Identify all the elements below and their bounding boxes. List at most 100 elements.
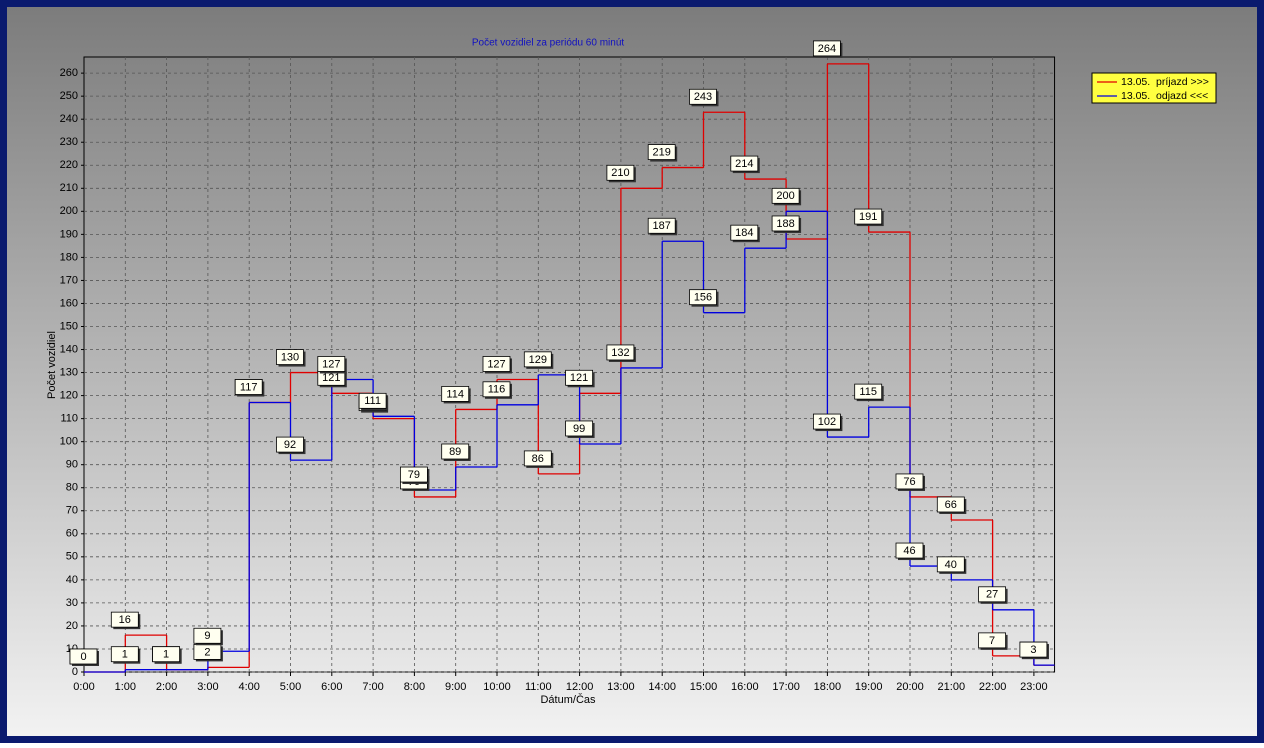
value-label: 76 [903, 476, 915, 488]
y-tick-label: 80 [66, 482, 78, 494]
x-tick-label: 1:00 [115, 681, 136, 693]
value-label: 111 [364, 395, 381, 407]
value-label: 188 [776, 218, 794, 230]
value-label: 132 [611, 347, 629, 359]
value-label: 79 [408, 469, 420, 481]
value-label: 3 [1030, 644, 1036, 656]
value-label-box [606, 344, 635, 361]
x-tick-label: 19:00 [855, 681, 883, 693]
x-axis-label: Dátum/Čas [540, 693, 596, 706]
value-label: 127 [322, 358, 340, 370]
window-body [7, 7, 1257, 736]
value-label-box [647, 217, 676, 234]
x-tick-label: 21:00 [938, 681, 966, 693]
y-tick-label: 250 [60, 90, 78, 102]
value-label-box [482, 356, 511, 372]
value-label: 40 [945, 559, 957, 571]
value-label-box [730, 155, 759, 172]
value-label: 187 [653, 220, 671, 232]
y-tick-label: 160 [60, 297, 78, 309]
value-label-box [813, 413, 841, 430]
y-tick-label: 210 [60, 182, 78, 194]
value-label-box [276, 436, 304, 453]
value-label-box [565, 420, 593, 437]
value-label: 210 [611, 167, 629, 179]
value-label-box [936, 556, 965, 573]
y-tick-label: 240 [60, 113, 78, 125]
legend [1091, 72, 1217, 104]
value-label: 243 [694, 91, 712, 103]
value-label: 130 [281, 351, 299, 363]
y-tick-label: 100 [60, 436, 78, 448]
value-label: 86 [532, 453, 544, 465]
y-tick-label: 180 [60, 251, 78, 263]
y-tick-label: 120 [60, 390, 78, 402]
value-label: 0 [80, 651, 86, 663]
value-label-box [895, 473, 924, 490]
value-label: 92 [284, 439, 296, 451]
y-tick-label: 60 [66, 528, 78, 540]
value-label: 121 [322, 372, 340, 384]
value-label-box [317, 356, 346, 372]
value-label-box [482, 381, 511, 398]
value-label-box [730, 224, 759, 241]
value-label: 1 [122, 649, 128, 661]
y-tick-label: 220 [60, 159, 78, 171]
x-tick-label: 4:00 [238, 681, 259, 693]
value-label: 7 [989, 635, 995, 647]
x-tick-label: 7:00 [362, 681, 383, 693]
plot-area [83, 56, 1056, 673]
value-label-box [813, 40, 841, 57]
value-label: 89 [449, 446, 461, 458]
value-label-box [193, 627, 222, 644]
value-label-box [647, 144, 676, 160]
x-tick-label: 0:00 [73, 681, 94, 693]
value-label-box [234, 379, 263, 395]
value-label-box [771, 187, 800, 204]
chart-title: Počet vozidiel za periódu 60 minút [472, 38, 625, 49]
y-tick-label: 140 [60, 343, 78, 355]
value-label-box [689, 289, 717, 306]
x-tick-label: 20:00 [896, 681, 924, 693]
x-tick-label: 2:00 [156, 681, 177, 693]
value-label: 9 [204, 630, 210, 642]
legend-label: 13.05. príjazd >>> [1121, 76, 1209, 88]
x-tick-label: 18:00 [814, 681, 842, 693]
x-tick-label: 15:00 [690, 681, 718, 693]
value-label-box [1019, 641, 1048, 658]
value-label-box [152, 646, 181, 663]
value-label-box [441, 443, 470, 460]
x-tick-label: 3:00 [197, 681, 218, 693]
value-label-box [854, 383, 883, 400]
y-tick-label: 50 [66, 551, 78, 563]
value-label-box [895, 542, 924, 559]
value-label-box [689, 88, 717, 105]
value-label: 184 [735, 227, 753, 239]
y-tick-label: 170 [60, 274, 78, 286]
y-tick-label: 190 [60, 228, 78, 240]
value-label-box [523, 450, 552, 467]
x-tick-label: 13:00 [607, 681, 635, 693]
value-label-box [358, 392, 387, 409]
value-label: 129 [529, 354, 547, 366]
y-tick-label: 260 [60, 67, 78, 79]
value-label: 99 [573, 423, 585, 435]
x-tick-label: 9:00 [445, 681, 466, 693]
x-tick-label: 23:00 [1020, 681, 1048, 693]
value-label: 66 [945, 499, 957, 511]
value-label: 121 [570, 372, 588, 384]
x-tick-label: 6:00 [321, 681, 342, 693]
x-tick-label: 17:00 [772, 681, 800, 693]
value-label-box [523, 351, 552, 368]
x-tick-label: 11:00 [525, 681, 552, 693]
value-label-box [606, 164, 635, 181]
value-label: 16 [119, 614, 131, 626]
y-tick-label: 40 [66, 574, 78, 586]
value-label: 200 [776, 190, 794, 202]
value-label-box [978, 632, 1006, 649]
x-tick-label: 14:00 [648, 681, 676, 693]
value-label-box [276, 349, 304, 365]
value-label-box [978, 586, 1006, 603]
x-tick-label: 8:00 [404, 681, 425, 693]
